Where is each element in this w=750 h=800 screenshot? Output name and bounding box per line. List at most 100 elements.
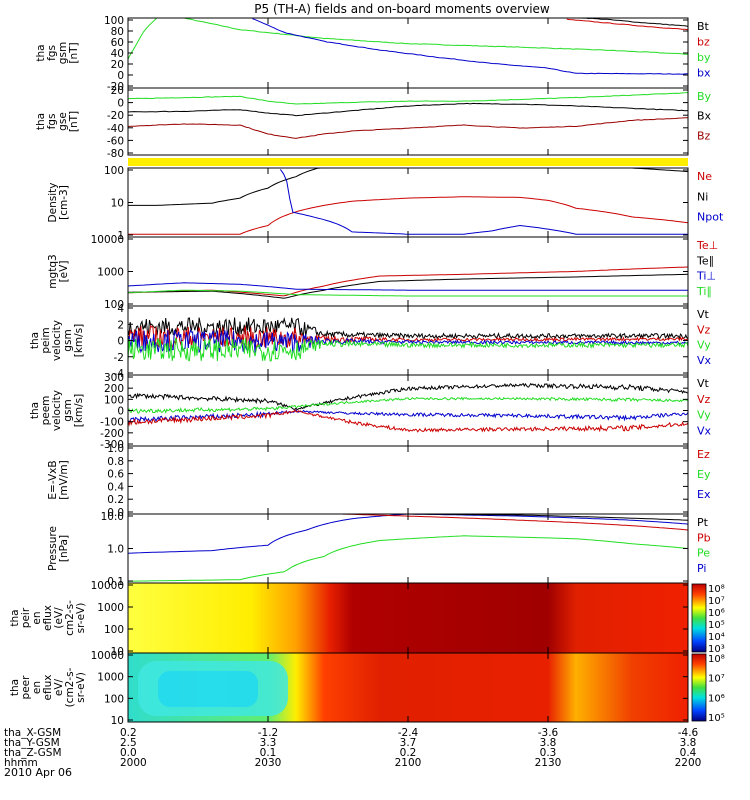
y-tick-label: 0.0 [107,507,124,519]
legend-item: Ez [697,448,710,461]
panel-4: 4 2 0 -2 -4 tha peim velocity gsm [km/s] Vt Vz Vy Vx [29,303,712,380]
y-tick-label: 20 [111,59,124,71]
series-line [566,18,688,31]
y-axis-label: [nT] [68,42,80,63]
y-axis-label: peir [20,607,32,628]
series-line [128,92,688,105]
y-axis-label: tha [35,44,47,61]
y-tick-label: -80 [107,148,124,160]
legend-item: Bt [697,20,710,33]
y-axis-label: (cm2-s- [64,667,76,707]
y-tick-label: 2 [117,319,124,331]
series-line [128,196,688,235]
legend-item: Ne [697,170,712,183]
x-tick-label: 0.1 [260,747,277,759]
y-tick-label: 4 [117,303,124,315]
x-axis-row-label: tha_Z-GSM [4,747,62,759]
y-tick-label: 0.2 [107,494,124,506]
series-line [128,282,688,291]
y-tick-label: 10 [111,646,124,658]
colorbar-tick-label: 10⁷ [708,596,725,607]
legend-item: Pi [697,562,706,575]
y-axis-label: [nT] [68,111,80,132]
series-line [342,514,688,531]
y-axis-label: eflux [42,675,54,701]
y-tick-label: 80 [111,26,124,38]
y-axis-label: en [31,611,43,624]
legend-item: Pb [697,531,711,544]
y-axis-label: velocity [51,390,63,431]
series-line [128,337,688,362]
series-line [128,324,688,349]
series-line [128,168,688,206]
x-axis-row-label: tha_X-GSM [4,727,61,739]
y-tick-label: -200 [100,428,124,440]
colorbar-tick-label: 10⁶ [708,608,725,619]
y-tick-label: 0.1 [107,576,124,588]
panel-2: 100 10 1 Density [cm-3] Ne Ni Npot [47,165,724,242]
y-axis-label: cm2-s- [64,600,76,636]
y-axis-label: eflux [42,605,54,631]
legend-item: Te∥ [696,254,714,267]
series-line [279,169,688,235]
x-tick-label: 2100 [395,757,422,769]
legend-item: Vt [697,308,710,321]
series-line [128,117,688,139]
series-line [252,18,688,75]
y-axis-label: eV/ [53,678,65,696]
legend-item: bz [697,36,710,49]
y-tick-label: 0 [117,336,124,348]
colorbar-tick-label: 10⁵ [708,713,725,724]
y-axis-label: gsm [62,399,74,421]
y-axis-label: fgs [46,45,58,61]
y-axis-label: mgtq3 [47,254,59,288]
y-tick-label: 0.8 [107,456,124,468]
y-axis-label: gsm [62,329,74,351]
y-axis-label: peer [20,675,32,700]
y-tick-label: 100 [104,165,124,177]
y-tick-label: -60 [107,135,124,147]
x-tick-label: 0.0 [120,747,137,759]
x-tick-label: 0.3 [540,747,557,759]
y-tick-label: 100 [104,394,124,406]
x-tick-label: 3.8 [680,737,697,749]
y-axis-label: en [31,681,43,694]
x-tick-label: 2.5 [120,737,137,749]
colorbar-tick-label: 10³ [708,644,725,655]
series-line [128,409,688,433]
y-tick-label: 1.0 [107,544,124,556]
quality-flag-bar [128,158,688,166]
legend-item: by [697,51,711,64]
x-tick-label: 0.2 [120,727,137,739]
y-axis-label: gse [57,112,69,131]
y-axis-label: [km/s] [73,324,85,358]
y-axis-label: tha [29,402,41,419]
y-tick-label: 10000 [91,580,124,592]
y-axis-label: peim [40,327,52,353]
y-axis-label: sr-eV) [75,603,87,634]
y-axis-label: Pressure [47,526,59,571]
y-axis-label: tha [35,113,47,130]
y-tick-label: -4 [114,368,125,380]
legend-item: Pe [697,547,710,560]
y-tick-label: 10000 [91,234,124,246]
y-tick-label: 100 [104,15,124,27]
x-tick-label: 3.8 [540,737,557,749]
y-axis-label: tha [9,679,21,696]
legend-item: Npot [697,211,724,224]
colorbar-tick-label: 10⁵ [708,620,725,631]
legend-item: Ey [697,468,711,481]
panel-1: 200-20-40-60-80 tha fgs gse [nT] By Bx Bz [35,85,712,160]
x-tick-label: 3.7 [400,737,417,749]
x-axis-row-label: tha_Y-GSM [4,737,60,749]
legend-item: Ni [697,190,708,203]
y-axis-label: tha [29,332,41,349]
y-tick-label: -300 [100,439,124,451]
x-tick-label: 2130 [535,757,562,769]
panel-7: 10.0 1.0 0.1 Pressure [nPa] Pt Pb Pe Pi [47,511,711,588]
y-tick-label: 1000 [97,267,124,279]
y-tick-label: 0 [117,98,124,110]
y-tick-label: 40 [111,48,124,60]
legend-item: Ti∥ [696,285,712,298]
